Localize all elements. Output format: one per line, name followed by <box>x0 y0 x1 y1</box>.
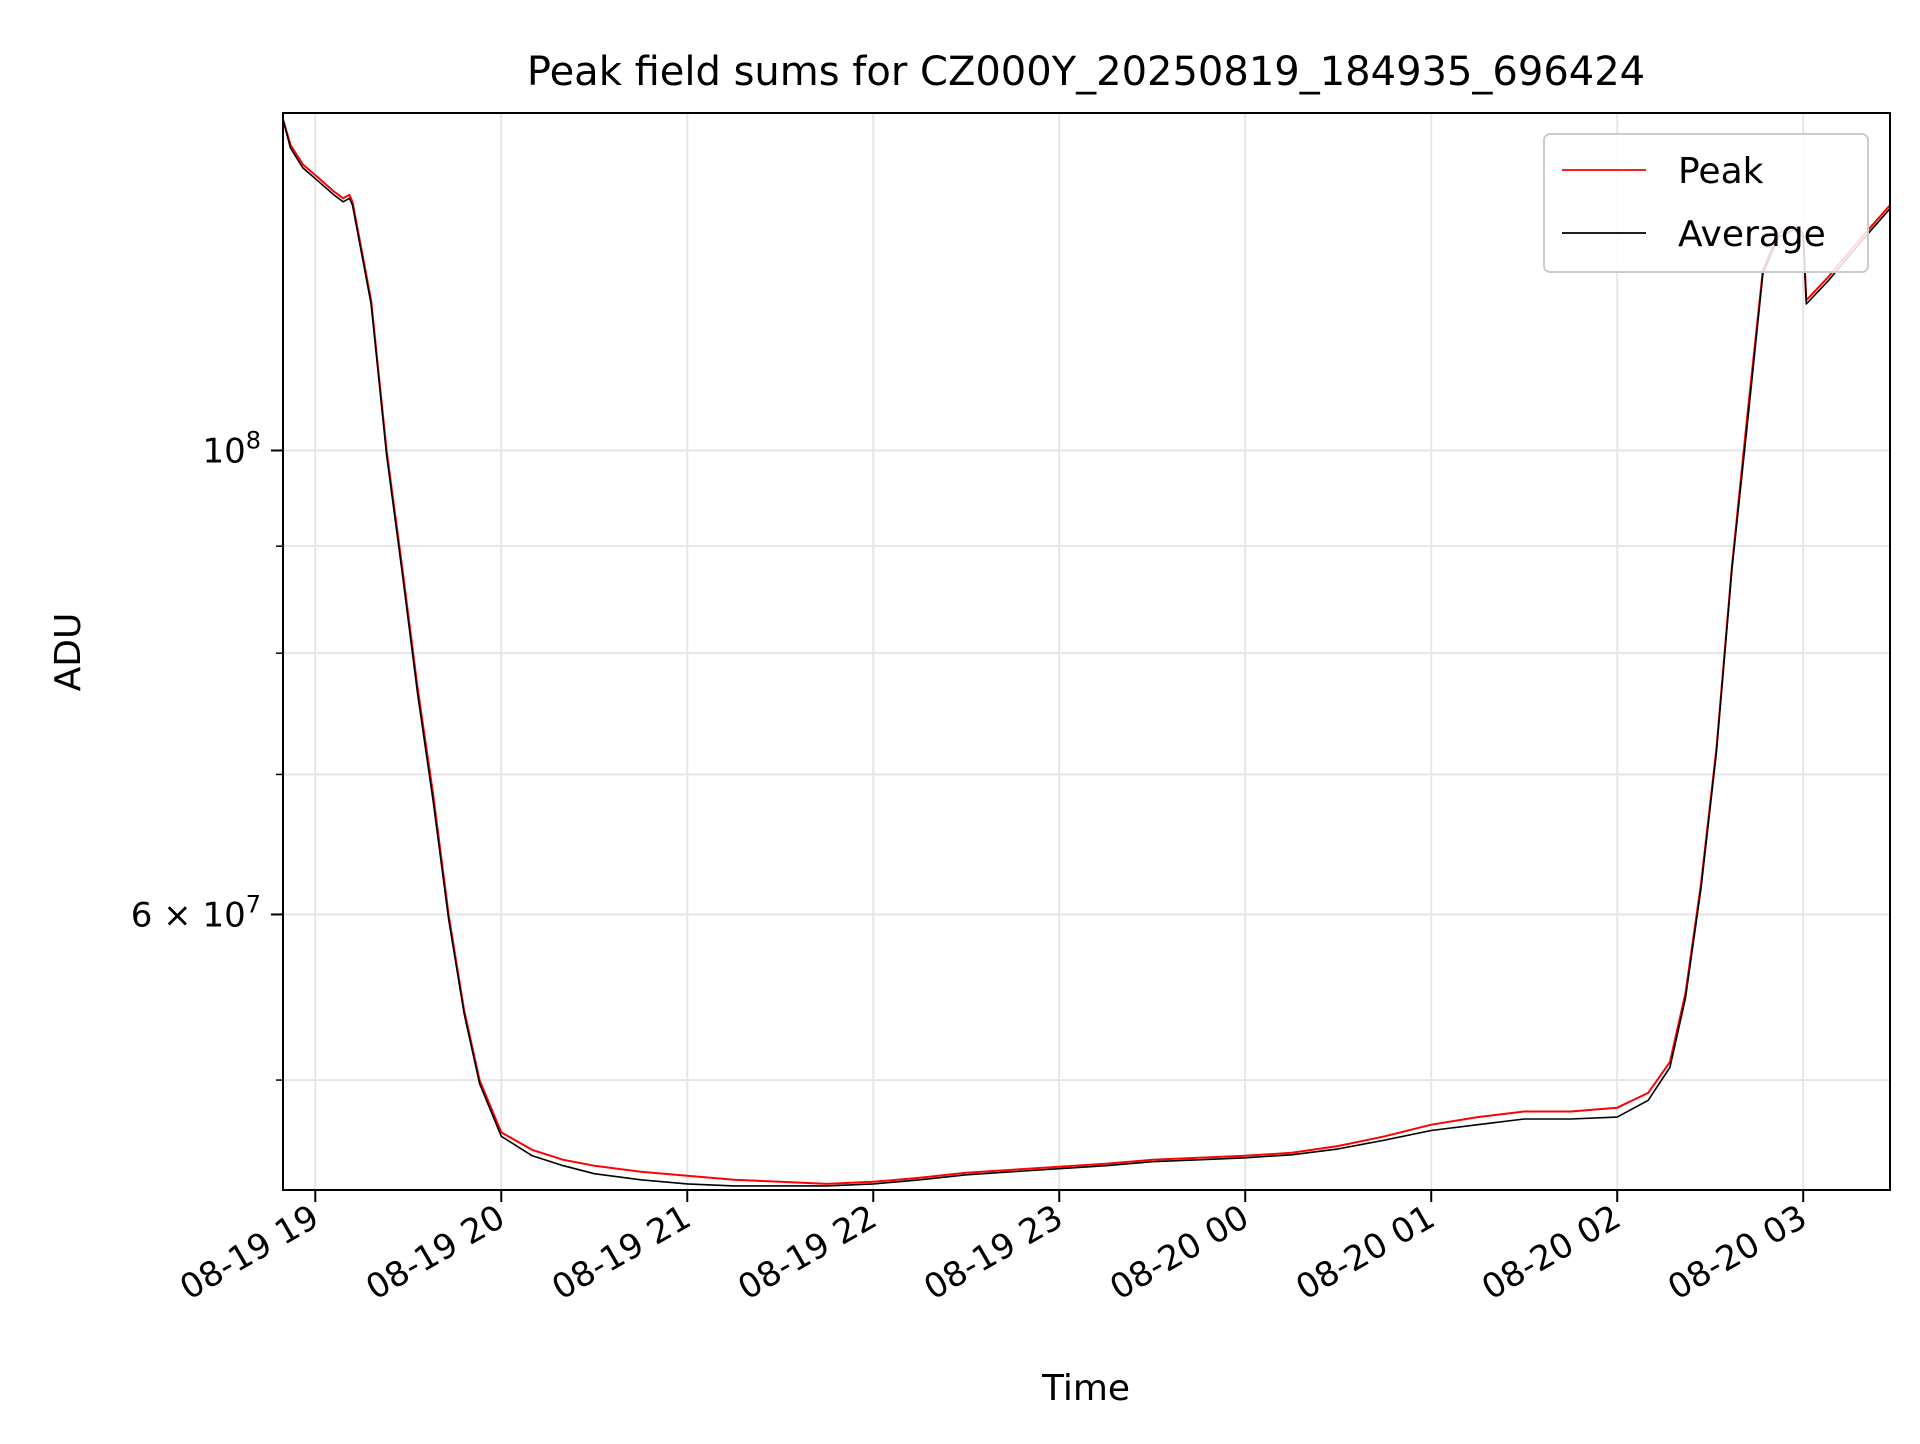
y-axis-label: ADU <box>48 613 89 692</box>
legend: Peak Average <box>1543 133 1869 273</box>
y-tick-label: 6 × 107 <box>131 890 261 935</box>
legend-label-peak: Peak <box>1678 151 1764 192</box>
series-layer <box>283 115 1890 1187</box>
x-axis-label: Time <box>1041 1368 1130 1409</box>
chart-title: Peak field sums for CZ000Y_20250819_1849… <box>527 49 1645 95</box>
y-tick-label: 108 <box>202 426 261 471</box>
plot-area-frame <box>282 112 1891 1191</box>
series-line-average <box>283 116 1890 1187</box>
gridlines <box>283 113 1890 1190</box>
y-axis: 108 6 × 107 <box>131 426 283 1081</box>
legend-box <box>1543 133 1869 273</box>
legend-label-average: Average <box>1678 214 1826 255</box>
